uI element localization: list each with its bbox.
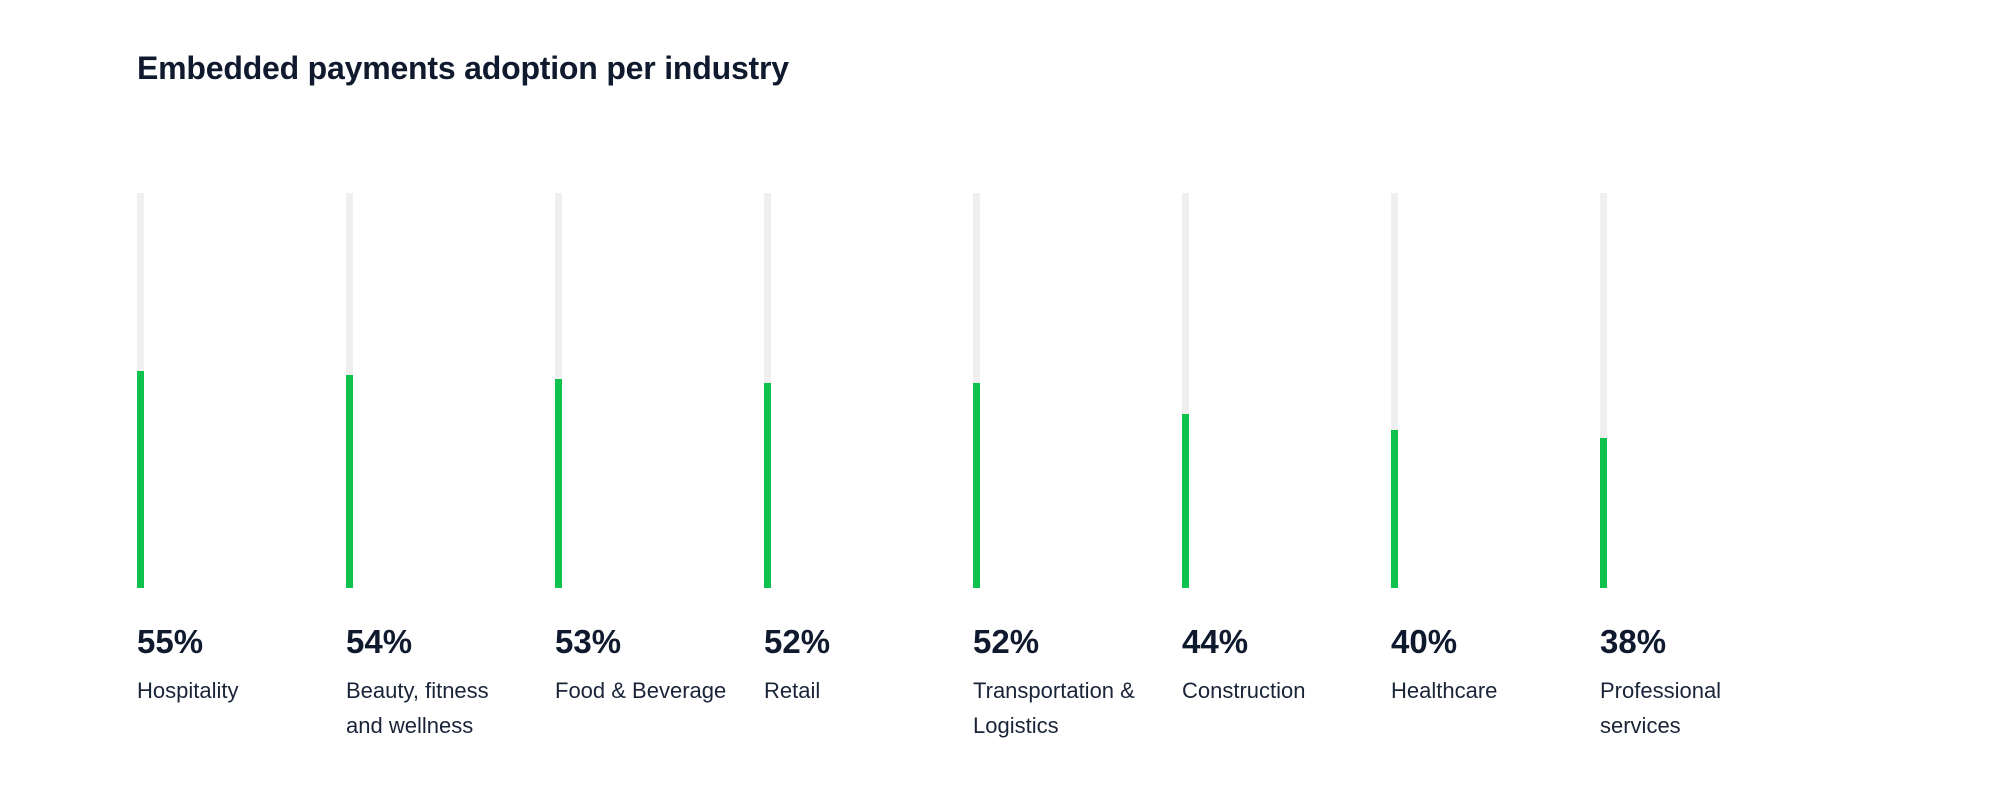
category-label: Construction xyxy=(1182,678,1306,703)
bar-column: 54% Beauty, fitness and wellness xyxy=(346,193,546,753)
bar-track xyxy=(973,193,980,588)
category-label: Transportation & Logistics xyxy=(973,678,1135,738)
category-label: Retail xyxy=(764,678,821,703)
value-label: 52% xyxy=(764,623,831,660)
bar-column: 38% Professional services xyxy=(1600,193,1800,753)
category-label: Professional services xyxy=(1600,678,1722,738)
category-label: Healthcare xyxy=(1391,678,1498,703)
bar-column: 55% Hospitality xyxy=(137,193,337,753)
bar-column: 53% Food & Beverage xyxy=(555,193,755,753)
bar-column: 44% Construction xyxy=(1182,193,1382,753)
bar-track xyxy=(1600,193,1607,588)
bar-track xyxy=(346,193,353,588)
bar xyxy=(1391,430,1398,588)
bar-track xyxy=(137,193,144,588)
value-label: 53% xyxy=(555,623,622,660)
category-label: Food & Beverage xyxy=(555,678,727,703)
bar-track xyxy=(764,193,771,588)
bar xyxy=(346,375,353,588)
value-label: 40% xyxy=(1391,623,1458,660)
bar xyxy=(555,379,562,588)
bar-column: 52% Retail xyxy=(764,193,964,753)
bar-track xyxy=(1391,193,1398,588)
bar-track xyxy=(555,193,562,588)
bar-column: 40% Healthcare xyxy=(1391,193,1591,753)
bar-chart: 55% Hospitality 54% Beauty, fitness and wel… xyxy=(137,193,1837,753)
value-label: 55% xyxy=(137,623,204,660)
category-label: Hospitality xyxy=(137,678,239,703)
bar-track xyxy=(1182,193,1189,588)
value-label: 52% xyxy=(973,623,1040,660)
category-label: Beauty, fitness and wellness xyxy=(346,678,489,738)
value-label: 44% xyxy=(1182,623,1249,660)
bar xyxy=(764,383,771,588)
bar xyxy=(137,371,144,588)
bar xyxy=(1182,414,1189,588)
value-label: 54% xyxy=(346,623,413,660)
bar xyxy=(1600,438,1607,588)
bar xyxy=(973,383,980,588)
chart-title: Embedded payments adoption per industry xyxy=(137,50,789,86)
value-label: 38% xyxy=(1600,623,1667,660)
bar-column: 52% Transportation & Logistics xyxy=(973,193,1173,753)
